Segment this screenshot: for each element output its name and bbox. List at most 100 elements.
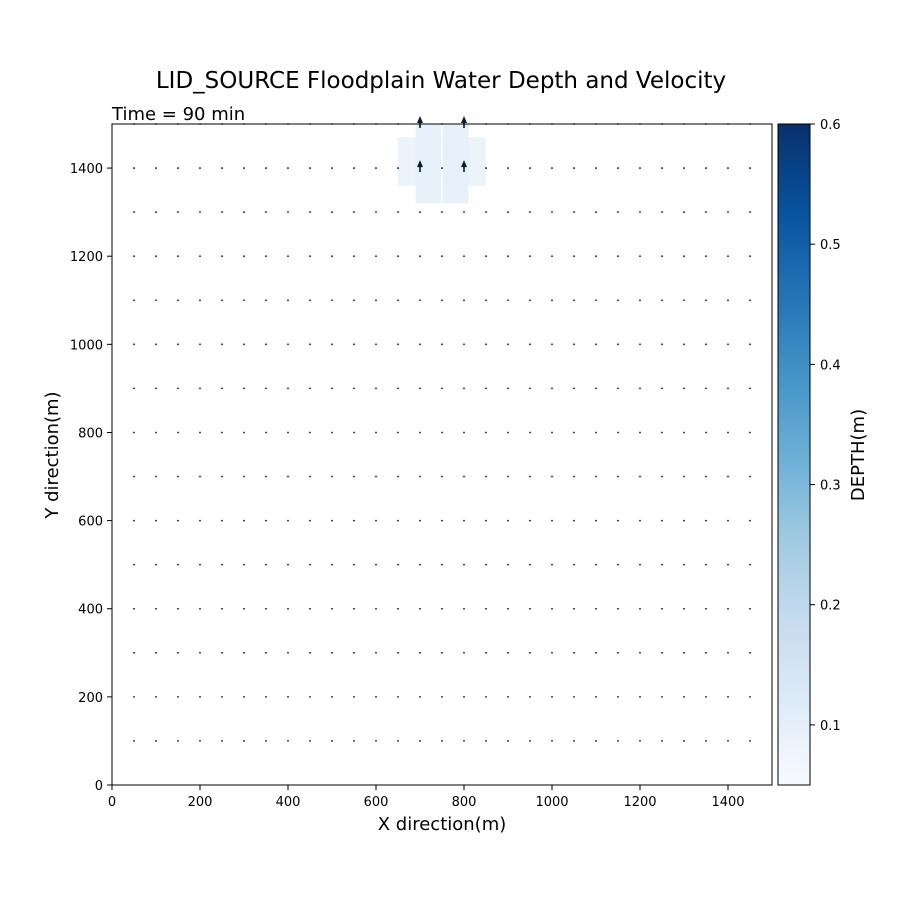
colorbar-tick-label: 0.6 bbox=[820, 118, 841, 133]
quiver-dot bbox=[177, 387, 179, 390]
quiver-dot bbox=[353, 299, 355, 302]
quiver-dot bbox=[749, 695, 751, 698]
quiver-dot bbox=[463, 343, 465, 346]
quiver-dot bbox=[353, 255, 355, 258]
quiver-dot bbox=[177, 343, 179, 346]
quiver-dot bbox=[683, 695, 685, 698]
quiver-dot bbox=[727, 607, 729, 610]
quiver-dot bbox=[375, 651, 377, 654]
quiver-dot bbox=[221, 519, 223, 522]
quiver-dot bbox=[353, 651, 355, 654]
x-tick-label: 400 bbox=[276, 795, 301, 810]
quiver-dot bbox=[639, 167, 641, 169]
quiver-dot bbox=[485, 519, 487, 522]
quiver-dot bbox=[661, 299, 663, 302]
quiver-dot bbox=[661, 607, 663, 610]
quiver-dot bbox=[265, 475, 267, 478]
quiver-dot bbox=[441, 255, 443, 258]
quiver-dot bbox=[441, 343, 443, 346]
quiver-dot bbox=[221, 167, 223, 169]
quiver-dot bbox=[617, 695, 619, 698]
quiver-dot bbox=[375, 299, 377, 302]
quiver-dot bbox=[243, 255, 245, 258]
quiver-dot bbox=[639, 519, 641, 522]
quiver-dot bbox=[463, 475, 465, 478]
quiver-dot bbox=[485, 343, 487, 346]
quiver-dot bbox=[727, 387, 729, 390]
quiver-dot bbox=[177, 651, 179, 654]
quiver-dot bbox=[441, 695, 443, 698]
quiver-dot bbox=[705, 563, 707, 566]
quiver-dot bbox=[199, 431, 201, 434]
quiver-dot bbox=[419, 211, 421, 214]
quiver-dot bbox=[221, 563, 223, 566]
quiver-dot bbox=[353, 431, 355, 434]
quiver-dot bbox=[375, 475, 377, 478]
quiver-dot bbox=[265, 695, 267, 698]
colorbar-tick-label: 0.4 bbox=[820, 358, 841, 373]
quiver-dot bbox=[287, 299, 289, 302]
quiver-dot bbox=[177, 563, 179, 566]
quiver-dot bbox=[727, 519, 729, 522]
quiver-dot bbox=[551, 431, 553, 434]
y-axis-label: Y direction(m) bbox=[42, 391, 63, 519]
quiver-dot bbox=[529, 387, 531, 390]
quiver-dot bbox=[727, 563, 729, 566]
quiver-dot bbox=[463, 431, 465, 434]
colorbar-gradient bbox=[777, 123, 811, 786]
quiver-dot bbox=[133, 607, 135, 610]
quiver-dot bbox=[749, 607, 751, 610]
quiver-dot bbox=[243, 740, 245, 742]
quiver-dot bbox=[573, 475, 575, 478]
quiver-dot bbox=[661, 740, 663, 742]
quiver-dot bbox=[419, 431, 421, 434]
quiver-dot bbox=[155, 475, 157, 478]
quiver-dot bbox=[485, 740, 487, 742]
quiver-dot bbox=[287, 343, 289, 346]
quiver-dot bbox=[485, 299, 487, 302]
quiver-dot bbox=[155, 740, 157, 742]
quiver-dot bbox=[749, 740, 751, 742]
quiver-dot bbox=[551, 211, 553, 214]
quiver-dot bbox=[507, 740, 509, 742]
quiver-dot bbox=[617, 343, 619, 346]
quiver-dot bbox=[133, 211, 135, 214]
quiver-dot bbox=[529, 607, 531, 610]
quiver-dot bbox=[551, 519, 553, 522]
quiver-dot bbox=[551, 563, 553, 566]
quiver-dot bbox=[199, 563, 201, 566]
quiver-dot bbox=[507, 607, 509, 610]
quiver-dot bbox=[529, 695, 531, 698]
quiver-dot bbox=[507, 431, 509, 434]
quiver-dot bbox=[441, 740, 443, 742]
quiver-dot bbox=[727, 651, 729, 654]
quiver-dot bbox=[155, 167, 157, 169]
quiver-dot bbox=[309, 299, 311, 302]
quiver-dot bbox=[705, 343, 707, 346]
quiver-dot bbox=[397, 607, 399, 610]
quiver-dot bbox=[529, 651, 531, 654]
quiver-dot bbox=[199, 607, 201, 610]
quiver-dot bbox=[661, 475, 663, 478]
quiver-dot bbox=[133, 740, 135, 742]
quiver-dot bbox=[749, 651, 751, 654]
quiver-dot bbox=[485, 255, 487, 258]
quiver-dot bbox=[199, 475, 201, 478]
quiver-dot bbox=[331, 475, 333, 478]
quiver-dot bbox=[463, 607, 465, 610]
colorbar-tick-label: 0.3 bbox=[820, 479, 841, 494]
y-axis: 0 200 400 600 800 1000 1200 1400 bbox=[70, 162, 112, 794]
quiver-dot bbox=[177, 255, 179, 258]
quiver-dot bbox=[155, 519, 157, 522]
quiver-dot bbox=[243, 519, 245, 522]
quiver-dot bbox=[155, 343, 157, 346]
quiver-dot bbox=[287, 475, 289, 478]
quiver-dot bbox=[133, 167, 135, 169]
quiver-dot bbox=[221, 740, 223, 742]
quiver-dot bbox=[309, 695, 311, 698]
quiver-dot bbox=[573, 651, 575, 654]
quiver-dot bbox=[353, 343, 355, 346]
quiver-dot bbox=[727, 475, 729, 478]
quiver-dot bbox=[463, 255, 465, 258]
quiver-dot bbox=[441, 167, 443, 169]
